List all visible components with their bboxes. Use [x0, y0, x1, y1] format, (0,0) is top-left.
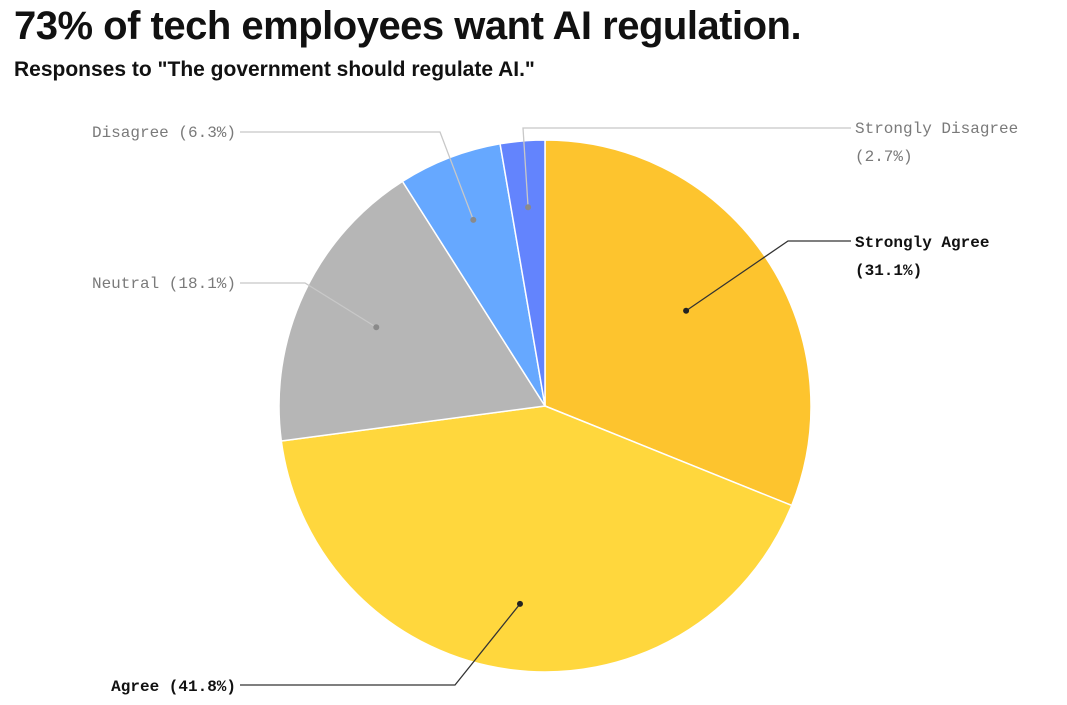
pie-slice-strongly-disagree [499, 139, 546, 407]
pie-slice-neutral [278, 180, 547, 442]
callout-line [685, 240, 851, 312]
chart-title: 73% of tech employees want AI regulation… [14, 4, 802, 48]
callout-dot [373, 324, 380, 331]
slice-label: Strongly Agree [855, 234, 989, 252]
chart-subtitle: Responses to "The government should regu… [14, 58, 535, 81]
slice-label: Strongly Disagree [855, 120, 1018, 138]
callout-dot [470, 216, 477, 223]
slice-label: Neutral (18.1%) [92, 275, 236, 293]
slice-label: Agree (41.8%) [111, 678, 236, 696]
callout-line [240, 131, 474, 221]
callout-dot [683, 307, 690, 314]
callout-line [240, 282, 377, 328]
slice-value-label: (2.7%) [855, 148, 913, 166]
callout-line [522, 127, 851, 208]
callout-dot [525, 204, 532, 211]
pie-slice-agree [280, 405, 793, 673]
callout-line [240, 603, 521, 686]
slice-value-label: (31.1%) [855, 262, 922, 280]
callout-dot [516, 600, 523, 607]
slice-label: Disagree (6.3%) [92, 124, 236, 142]
